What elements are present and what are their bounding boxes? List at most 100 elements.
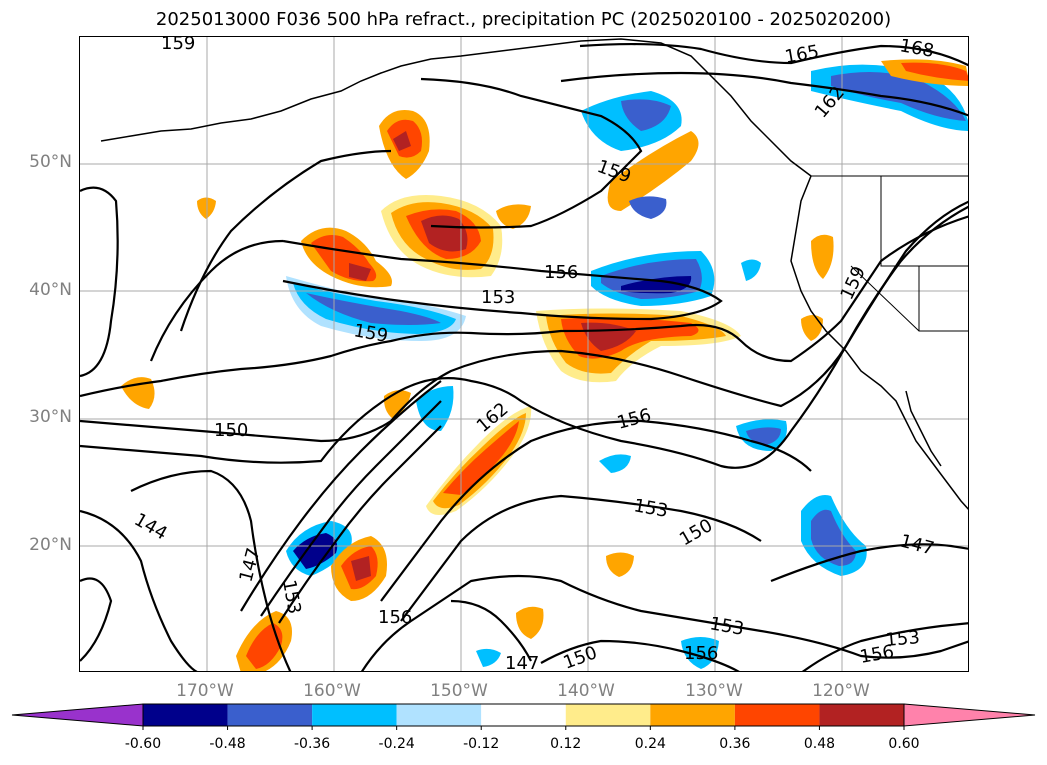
precip-positive-blob xyxy=(811,234,834,279)
contour-line xyxy=(380,419,812,602)
state-border xyxy=(880,176,968,267)
precip-negative-blob xyxy=(476,648,501,667)
colorbar-cell xyxy=(396,704,482,726)
colorbar-tick-label: -0.36 xyxy=(293,736,331,752)
north-america-coastline xyxy=(790,175,968,510)
contour-label: 159 xyxy=(352,320,389,347)
colorbar-tick-label: -0.60 xyxy=(124,736,162,752)
contour-label: 150 xyxy=(676,515,716,550)
precip-positive-blob xyxy=(349,263,371,281)
colorbar-tick-label: -0.48 xyxy=(209,736,246,752)
contour-line xyxy=(80,186,119,378)
precip-negative-band xyxy=(306,293,441,325)
contour-line xyxy=(360,574,968,671)
contour-label: 156 xyxy=(858,641,895,668)
colorbar-outline xyxy=(142,703,905,727)
colorbar-tick-label: 0.12 xyxy=(550,736,582,752)
precip-negative-blob xyxy=(811,509,856,566)
contour-line xyxy=(240,380,442,612)
lon-label-130w: 130°W xyxy=(685,681,743,701)
precip-negative-blob xyxy=(681,637,719,669)
state-border xyxy=(850,265,968,332)
precip-negative-blob xyxy=(293,533,338,569)
contour-label: 159 xyxy=(161,37,195,54)
colorbar-extend-low xyxy=(11,703,144,727)
contour-line xyxy=(80,509,198,671)
colorbar-tick-label: 0.48 xyxy=(803,736,836,752)
contour-label: 156 xyxy=(684,643,718,664)
contour-label: 153 xyxy=(278,578,305,615)
state-borders xyxy=(811,175,968,332)
map-panel: 159 165 168 162 159 156 153 159 156 162 … xyxy=(79,36,969,672)
contour-line xyxy=(420,77,643,229)
precip-negative-blob xyxy=(831,72,966,121)
baja-coastline xyxy=(905,390,942,467)
lat-label-20: 20°N xyxy=(29,535,72,555)
contour-line xyxy=(278,425,442,624)
contour-line xyxy=(80,205,968,443)
contour-line xyxy=(579,42,968,67)
precip-positive-blob xyxy=(393,131,411,151)
precip-negative-blob xyxy=(621,99,671,131)
lat-label-50: 50°N xyxy=(29,152,72,172)
colorbar-cell xyxy=(819,704,904,726)
colorbar-cell xyxy=(143,704,228,726)
precip-positive-blob xyxy=(901,62,968,81)
colorbar-cell xyxy=(734,704,820,726)
colorbar-tick-label: 0.60 xyxy=(888,736,920,752)
lat-label-30: 30°N xyxy=(29,407,72,427)
contour-label: 153 xyxy=(481,287,515,308)
colorbar-cell xyxy=(227,704,313,726)
contour-line xyxy=(450,599,532,662)
colorbar-cell xyxy=(650,704,735,726)
precip-positive-band xyxy=(607,131,699,211)
precip-positive-blob xyxy=(801,315,823,341)
colorbar-tick-label: 0.36 xyxy=(719,736,751,752)
precip-negative-blob xyxy=(629,196,667,219)
contour-line xyxy=(560,71,968,117)
precip-positive-blob xyxy=(516,606,544,639)
precip-positive-band xyxy=(443,421,519,495)
contour-line xyxy=(130,469,292,671)
colorbar-tick-label: -0.24 xyxy=(378,736,415,752)
lon-label-160w: 160°W xyxy=(303,681,361,701)
map-title: 2025013000 F036 500 hPa refract., precip… xyxy=(155,9,892,30)
precip-negative-blob xyxy=(599,454,631,473)
coastlines xyxy=(100,38,968,510)
precip-positive-blob xyxy=(246,623,283,669)
colorbar-cell xyxy=(481,704,566,726)
contour-label: 147 xyxy=(898,531,937,560)
contour-label: 156 xyxy=(615,405,654,434)
contour-label: 153 xyxy=(632,495,669,522)
contour-label: 168 xyxy=(898,37,935,62)
contour-line xyxy=(80,577,113,662)
contour-label: 156 xyxy=(378,607,412,628)
contour-label: 150 xyxy=(214,420,248,441)
contour-label: 144 xyxy=(131,509,171,544)
lon-label-120w: 120°W xyxy=(812,681,870,701)
precip-positive-blob xyxy=(496,204,531,229)
contour-line xyxy=(400,494,762,622)
colorbar xyxy=(11,703,1036,730)
colorbar-tick-label: -0.12 xyxy=(463,736,500,752)
precip-negative-blob xyxy=(741,259,761,281)
contour-lines xyxy=(80,42,968,671)
precip-positive-blob xyxy=(421,215,468,252)
colorbar-extend-high xyxy=(903,703,1036,727)
contour-line xyxy=(282,239,723,321)
contour-label: 159 xyxy=(594,156,633,187)
colorbar-cell xyxy=(565,704,651,726)
contour-label: 153 xyxy=(885,627,921,651)
contour-line xyxy=(540,639,740,671)
alaska-coastline xyxy=(100,38,812,177)
precip-positive-blob xyxy=(351,556,371,581)
lon-label-140w: 140°W xyxy=(557,681,615,701)
colorbar-tick-label: 0.24 xyxy=(634,736,666,752)
precip-negative-blob xyxy=(746,427,781,445)
contour-label: 150 xyxy=(561,642,600,672)
contour-line xyxy=(770,543,968,583)
colorbar-cell xyxy=(312,704,397,726)
contour-label: 153 xyxy=(708,613,745,640)
precip-negative-band xyxy=(621,276,692,294)
contour-label: 156 xyxy=(544,262,578,283)
